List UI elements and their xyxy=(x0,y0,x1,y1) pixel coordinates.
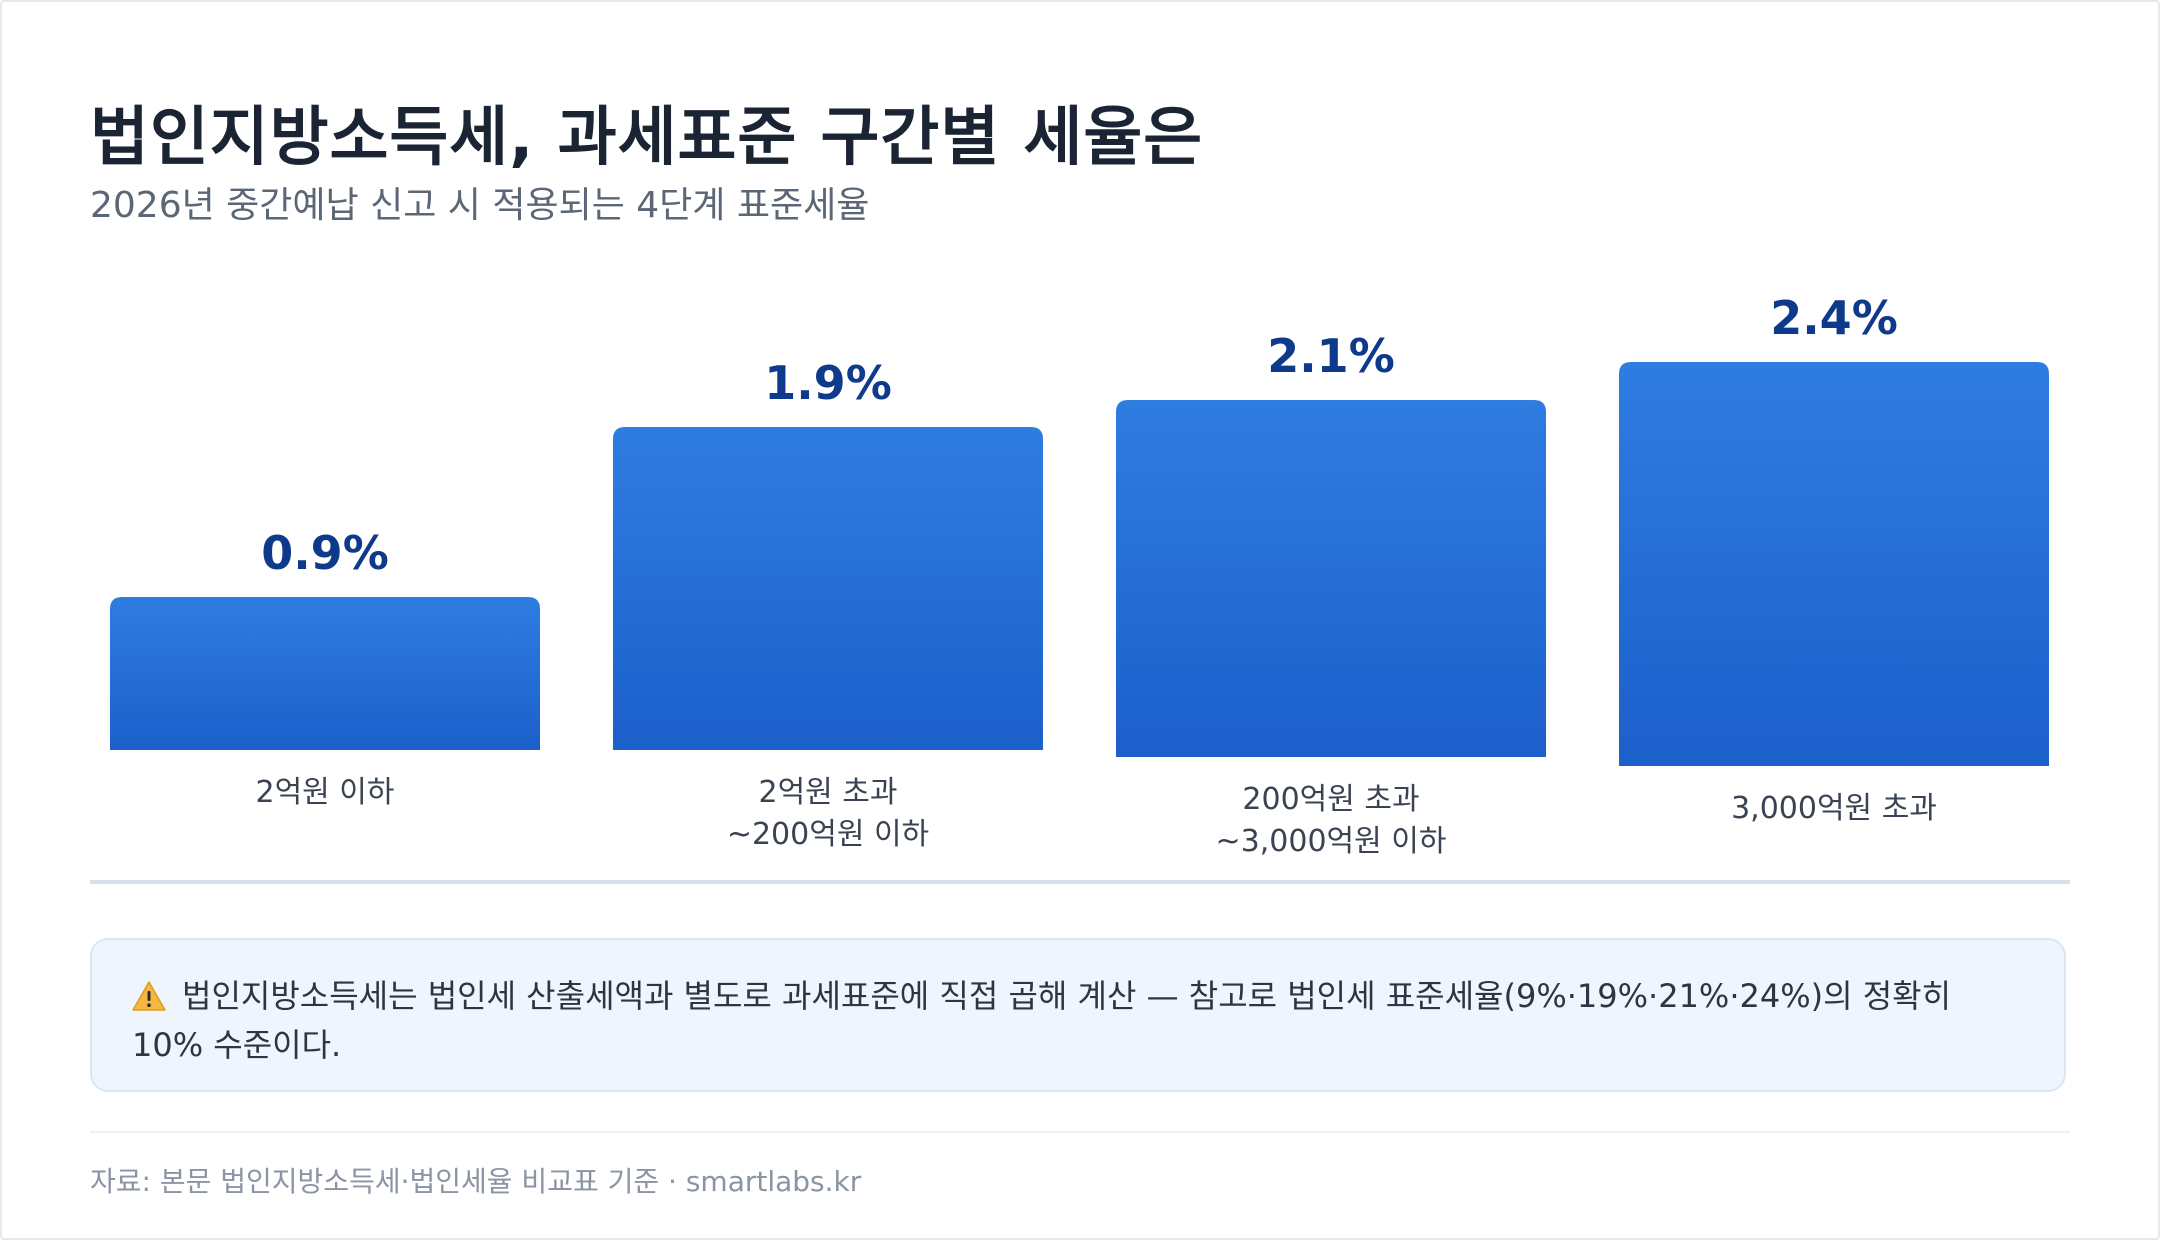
bar-chart: 0.9% 2억원 이하 1.9% 2억원 초과 ~200억원 이하 2.1% 200억원 초… xyxy=(110,291,2049,859)
bar-2 xyxy=(613,427,1043,750)
chart-title: 법인지방소득세, 과세표준 구간별 세율은 xyxy=(90,101,1204,175)
bar-group: 0.9% 2억원 이하 1.9% 2억원 초과 ~200억원 이하 2.1% 200억원 초… xyxy=(110,291,2049,859)
source-text: 자료: 본문 법인지방소득세·법인세율 비교표 기준 · smartlabs.k… xyxy=(90,1165,862,1198)
category-label-line: ~3,000억원 이하 xyxy=(1216,824,1447,859)
category-label-line: ~200억원 이하 xyxy=(727,817,929,852)
category-label-2: 2억원 초과 ~200억원 이하 xyxy=(727,775,929,852)
footer-divider xyxy=(90,1131,2070,1133)
warning-icon xyxy=(132,981,166,1011)
value-label-2: 1.9% xyxy=(764,356,892,410)
category-label-3: 200억원 초과 ~3,000억원 이하 xyxy=(1216,782,1447,859)
bar-3 xyxy=(1116,400,1546,757)
bar-1 xyxy=(110,597,540,750)
category-label-line: 2억원 이하 xyxy=(255,775,394,810)
value-label-1: 0.9% xyxy=(261,526,389,580)
note-text: 법인지방소득세는 법인세 산출세액과 별도로 과세표준에 직접 곱해 계산 — … xyxy=(132,977,1952,1064)
category-label-1: 2억원 이하 xyxy=(255,775,394,810)
value-label-3: 2.1% xyxy=(1267,329,1395,383)
category-label-line: 2억원 초과 xyxy=(758,775,897,810)
axis-baseline xyxy=(90,880,2070,884)
value-label-4: 2.4% xyxy=(1770,291,1898,345)
chart-subtitle: 2026년 중간예납 신고 시 적용되는 4단계 표준세율 xyxy=(90,185,870,226)
category-label-line: 3,000억원 초과 xyxy=(1731,791,1937,826)
note-box: 법인지방소득세는 법인세 산출세액과 별도로 과세표준에 직접 곱해 계산 — … xyxy=(90,938,2066,1092)
bar-4 xyxy=(1619,362,2049,766)
category-label-line: 200억원 초과 xyxy=(1242,782,1419,817)
category-label-4: 3,000억원 초과 xyxy=(1731,791,1937,826)
